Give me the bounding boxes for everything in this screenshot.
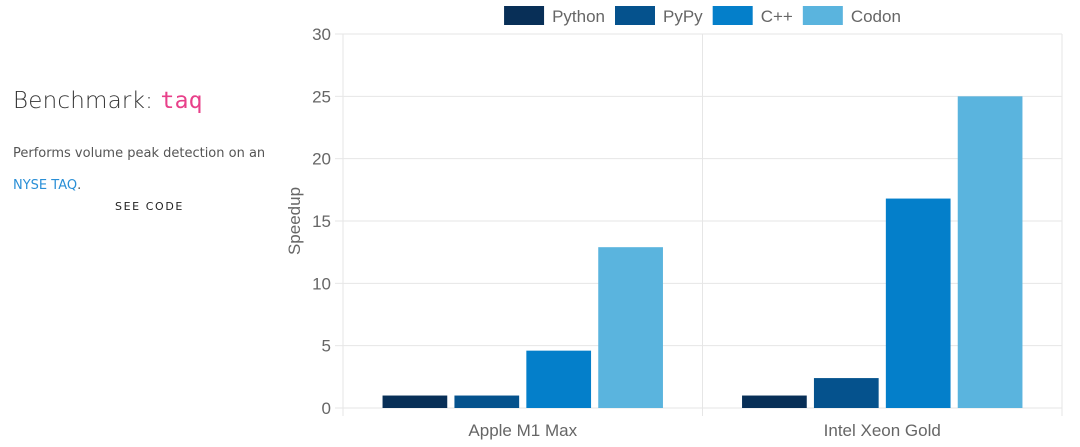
- legend-item-codon[interactable]: Codon: [802, 6, 901, 26]
- y-axis-title: Speedup: [285, 187, 304, 255]
- benchmark-description: Performs volume peak detection on an NYS…: [13, 138, 275, 202]
- benchmark-description-text: Performs volume peak detection on an: [13, 146, 266, 161]
- bar-codon-1[interactable]: [957, 96, 1023, 408]
- benchmark-name: taq: [160, 88, 203, 114]
- legend-item-python[interactable]: Python: [504, 6, 605, 26]
- y-tick-label: 0: [322, 399, 331, 418]
- see-code-button[interactable]: SEE CODE: [115, 200, 184, 213]
- benchmark-title: Benchmark: taq: [13, 88, 275, 114]
- legend-swatch: [802, 6, 843, 25]
- bar-python-1[interactable]: [742, 395, 807, 408]
- bar-python-0[interactable]: [382, 395, 448, 408]
- y-tick-label: 30: [312, 25, 331, 44]
- chart-axes: 0 5 10 15 20 25 30 Apple M1 Max Intel Xeon Gold S…: [285, 25, 941, 440]
- y-tick-label: 20: [312, 150, 331, 169]
- legend-swatch: [615, 6, 655, 25]
- chart-gridlines: [335, 33, 1063, 416]
- legend-label: PyPy: [663, 7, 703, 26]
- y-tick-label: 10: [312, 274, 331, 293]
- legend-item-pypy[interactable]: PyPy: [615, 6, 703, 26]
- bar-pypy-1[interactable]: [813, 378, 879, 408]
- chart-legend: Python PyPy C++ Codon: [504, 6, 901, 26]
- y-tick-label: 15: [312, 212, 331, 231]
- legend-label: Codon: [851, 7, 901, 26]
- bar-codon-0[interactable]: [598, 247, 663, 408]
- y-tick-label: 25: [312, 87, 331, 106]
- legend-item-c-[interactable]: C++: [712, 6, 793, 26]
- legend-label: C++: [761, 7, 793, 26]
- legend-label: Python: [552, 7, 605, 26]
- nyse-taq-link[interactable]: NYSE TAQ: [13, 178, 78, 193]
- x-category-label: Intel Xeon Gold: [824, 421, 941, 440]
- y-tick-label: 5: [322, 337, 331, 356]
- legend-swatch: [504, 6, 545, 25]
- x-category-label: Apple M1 Max: [468, 421, 577, 440]
- bar-c--0[interactable]: [526, 350, 592, 408]
- legend-swatch: [712, 6, 753, 25]
- chart-bars: [382, 96, 1023, 408]
- benchmark-title-prefix: Benchmark:: [13, 88, 161, 114]
- bar-c--1[interactable]: [885, 198, 951, 408]
- benchmark-info-panel: Benchmark: taq Performs volume peak dete…: [13, 88, 275, 213]
- benchmark-link-suffix: .: [77, 178, 82, 193]
- bar-pypy-0[interactable]: [454, 395, 520, 408]
